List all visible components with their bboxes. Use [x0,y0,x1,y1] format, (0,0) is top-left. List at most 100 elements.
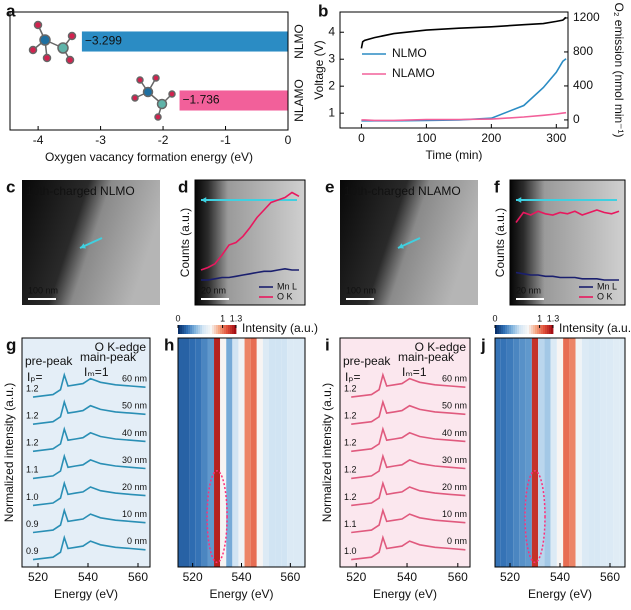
panel-letter: h [164,335,174,354]
colorbar-step [218,325,221,334]
legend-label: NLMO [392,46,427,60]
highlight-ellipse [206,470,228,564]
scale-bar-label: 20 nm [516,285,541,295]
series-line [351,507,466,534]
series-line [32,480,146,507]
x-tick-label: -1 [220,133,231,147]
x-tick-label: 520 [500,570,520,584]
series-line [32,399,146,425]
heatmap-cell [495,338,501,567]
y-tick-label: 4 [328,24,335,38]
x-tick-label: 520 [28,570,48,584]
y2-tick-label: 0 [573,112,580,126]
colorbar-step [515,325,518,334]
y-axis-label: Normalized intensity (a.u.) [320,383,334,522]
colorbar-step [519,325,522,334]
colorbar-label: Intensity (a.u.) [242,321,318,335]
heatmap-cell [600,338,607,567]
annotation: main-peak [398,350,455,364]
heatmap-cell [299,338,305,567]
x-axis-label: Energy (eV) [209,587,273,601]
plot-background [340,338,470,567]
panel-letter: i [325,335,330,354]
colorbar-step [533,325,536,334]
bar [179,90,288,111]
y-tick-label: 3 [328,51,335,65]
colorbar-step [214,325,217,334]
heatmap-cell [606,338,614,567]
heatmap-cell [588,338,595,567]
colorbar-step [547,325,550,334]
annotation: Iₚ= [27,370,42,384]
x-tick-label: 0 [358,131,365,145]
colorbar-step [226,325,229,334]
series-line [200,191,300,271]
x-tick-label: -4 [33,133,44,147]
colorbar-step [184,325,187,334]
colorbar-step [503,325,506,334]
heatmap-cell [569,338,576,567]
colorbar-step [196,325,199,334]
ip-value: 0.9 [26,519,39,529]
colorbar-step [527,325,530,334]
colorbar-step [517,325,520,334]
colorbar-step [525,325,528,334]
y-axis-label: Normalized intensity (a.u.) [2,383,16,522]
ip-value: 1.0 [344,546,357,556]
colorbar-step [495,325,498,334]
molecule-icon [28,20,77,65]
heatmap-cell [220,338,227,567]
colorbar-step [537,325,540,334]
series-line [32,426,146,453]
arrow-head [398,243,404,249]
ip-value: 0.9 [26,546,39,556]
heatmap-cell [195,338,202,567]
colorbar-step [180,325,183,334]
x-axis-label: Energy (eV) [54,587,118,601]
annotation: main-peak [80,350,137,364]
x-tick-label: 540 [231,570,251,584]
colorbar-step [182,325,185,334]
bar [81,31,288,52]
y2-axis-label: O₂ emission (nmol min⁻¹) [612,2,626,137]
curve-label: 40 nm [122,428,147,438]
heatmap-cell [232,338,239,567]
colorbar-step [501,325,504,334]
x-tick-label: 560 [128,570,148,584]
curve-label: 20 nm [442,482,467,492]
plot-frame [21,337,151,568]
annotation: pre-peak [343,354,391,368]
curve-label: 0 nm [127,536,147,546]
x-tick-label: 200 [481,131,501,145]
x-tick-label: 540 [397,570,417,584]
colorbar-step [529,325,532,334]
series-line [351,399,466,425]
y2-tick-label: 800 [573,44,593,58]
legend-label: O K [277,291,293,301]
y-axis-label: Voltage (V) [312,40,326,99]
colorbar-step [507,325,510,334]
x-tick-label: 300 [546,131,566,145]
legend-label: NLAMO [392,66,435,80]
colorbar-step [202,325,205,334]
colorbar-step [539,325,542,334]
heatmap-cell [556,338,564,567]
heatmap-cell [525,338,532,567]
curve-label: 50 nm [442,401,467,411]
x-axis-label: Time (min) [426,148,483,162]
colorbar-tick-label: 0 [492,313,497,323]
curve-label: 50 nm [122,401,147,411]
colorbar-step [549,325,552,334]
highlight-ellipse [524,470,546,564]
colorbar-step [228,325,231,334]
x-axis-label: Oxygen vacancy formation energy (eV) [45,150,253,164]
colorbar-step [186,325,189,334]
heatmap-cell [544,338,551,567]
colorbar-step [497,325,500,334]
annotation: Iₘ=1 [84,365,109,379]
colorbar-step [499,325,502,334]
heatmap-cell [594,338,601,567]
colorbar-step [206,325,209,334]
series-line [351,480,466,507]
heatmap-cell [226,338,233,567]
